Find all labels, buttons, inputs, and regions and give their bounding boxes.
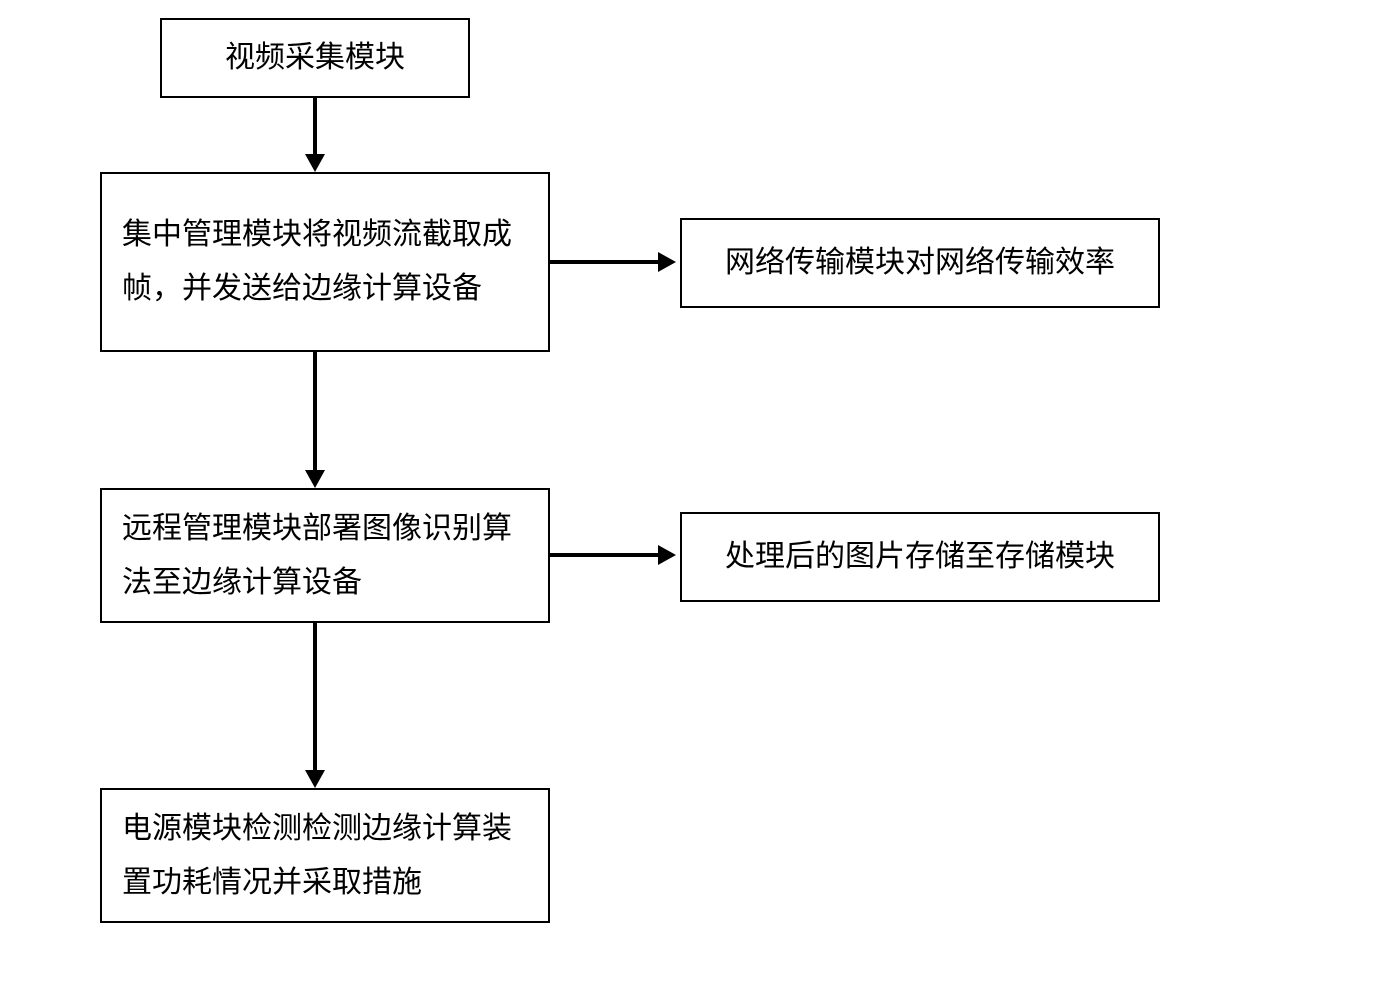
node-label: 网络传输模块对网络传输效率 bbox=[725, 236, 1115, 290]
arrow-head-right bbox=[658, 252, 676, 272]
node-power-module: 电源模块检测检测边缘计算装置功耗情况并采取措施 bbox=[100, 788, 550, 923]
node-central-management: 集中管理模块将视频流截取成帧，并发送给边缘计算设备 bbox=[100, 172, 550, 352]
node-video-capture: 视频采集模块 bbox=[160, 18, 470, 98]
arrow-line bbox=[313, 352, 317, 470]
node-remote-management: 远程管理模块部署图像识别算法至边缘计算设备 bbox=[100, 488, 550, 623]
node-label: 集中管理模块将视频流截取成帧，并发送给边缘计算设备 bbox=[122, 208, 528, 316]
arrow-head-down bbox=[305, 770, 325, 788]
node-label: 处理后的图片存储至存储模块 bbox=[725, 530, 1115, 584]
arrow-line bbox=[313, 98, 317, 154]
arrow-line bbox=[313, 623, 317, 770]
arrow-head-down bbox=[305, 154, 325, 172]
node-label: 电源模块检测检测边缘计算装置功耗情况并采取措施 bbox=[122, 802, 528, 910]
node-label: 视频采集模块 bbox=[225, 31, 405, 85]
arrow-line bbox=[550, 553, 658, 557]
arrow-head-right bbox=[658, 545, 676, 565]
flowchart-container: 视频采集模块 集中管理模块将视频流截取成帧，并发送给边缘计算设备 网络传输模块对… bbox=[0, 0, 1398, 996]
arrow-line bbox=[550, 260, 658, 264]
arrow-head-down bbox=[305, 470, 325, 488]
node-network-transmission: 网络传输模块对网络传输效率 bbox=[680, 218, 1160, 308]
node-label: 远程管理模块部署图像识别算法至边缘计算设备 bbox=[122, 502, 528, 610]
node-storage: 处理后的图片存储至存储模块 bbox=[680, 512, 1160, 602]
